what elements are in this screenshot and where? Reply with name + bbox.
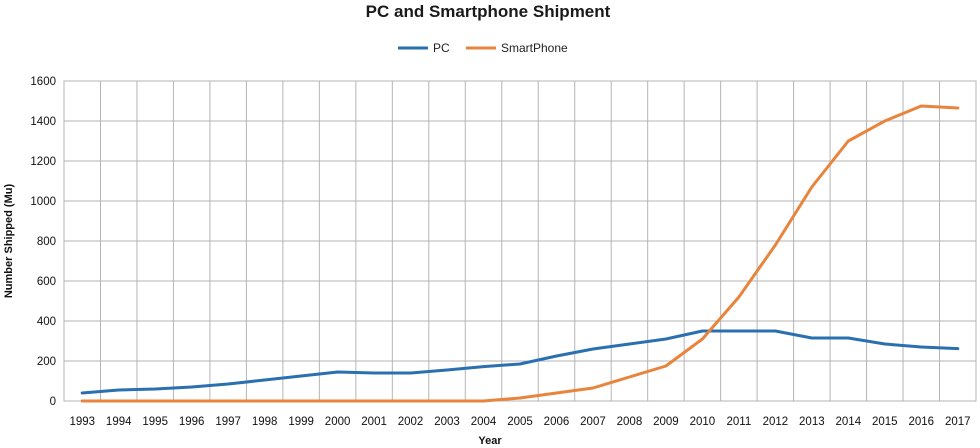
legend: PC SmartPhone [398, 41, 568, 55]
legend-label-smartphone: SmartPhone [501, 41, 568, 55]
x-tick-label: 2010 [690, 416, 716, 428]
x-tick-label: 2014 [836, 416, 862, 428]
x-tick-label: 1996 [179, 416, 205, 428]
series-layer [80, 104, 960, 403]
chart-title: PC and Smartphone Shipment [366, 2, 611, 21]
x-tick-label: 2008 [617, 416, 643, 428]
y-tick-label: 800 [37, 236, 56, 248]
x-tick-label: 2007 [580, 416, 606, 428]
x-tick-label: 2002 [398, 416, 424, 428]
x-tick-label: 2015 [872, 416, 898, 428]
series-line-smartphone [80, 104, 960, 403]
x-tick-label: 2003 [434, 416, 460, 428]
x-tick-label: 1997 [215, 416, 241, 428]
x-tick-label: 2005 [507, 416, 533, 428]
x-tick-label: 1993 [69, 416, 95, 428]
x-tick-label: 2017 [945, 416, 971, 428]
x-tick-label: 2001 [361, 416, 387, 428]
x-tick-label: 2011 [727, 416, 752, 428]
x-tick-label: 2006 [544, 416, 570, 428]
x-tick-label: 2013 [799, 416, 825, 428]
y-tick-label: 1600 [30, 76, 56, 88]
y-tick-label: 1400 [30, 116, 56, 128]
y-tick-label: 200 [37, 356, 56, 368]
series-line-pc [80, 329, 960, 395]
y-tick-label: 600 [37, 276, 56, 288]
x-tick-label: 1999 [288, 416, 314, 428]
x-tick-label: 2016 [908, 416, 934, 428]
x-tick-label: 1998 [252, 416, 278, 428]
gridlines [63, 80, 977, 402]
x-axis-ticks: 1993 1994 1995 1996 1997 1998 1999 2000 2001 2002… [69, 416, 970, 428]
x-tick-label: 1994 [106, 416, 132, 428]
y-axis-ticks: 0 200 400 600 800 1000 1200 1400 1600 [30, 76, 56, 408]
y-axis-label: Number Shipped (Mu) [3, 184, 15, 299]
x-tick-label: 1995 [142, 416, 168, 428]
x-tick-label: 2012 [763, 416, 789, 428]
x-axis-label: Year [478, 435, 502, 447]
y-tick-label: 400 [37, 316, 56, 328]
x-tick-label: 2004 [471, 416, 497, 428]
x-tick-label: 2009 [653, 416, 679, 428]
y-tick-label: 0 [50, 396, 56, 408]
legend-label-pc: PC [433, 41, 450, 55]
x-tick-label: 2000 [325, 416, 351, 428]
y-tick-label: 1200 [30, 156, 56, 168]
y-tick-label: 1000 [30, 196, 56, 208]
